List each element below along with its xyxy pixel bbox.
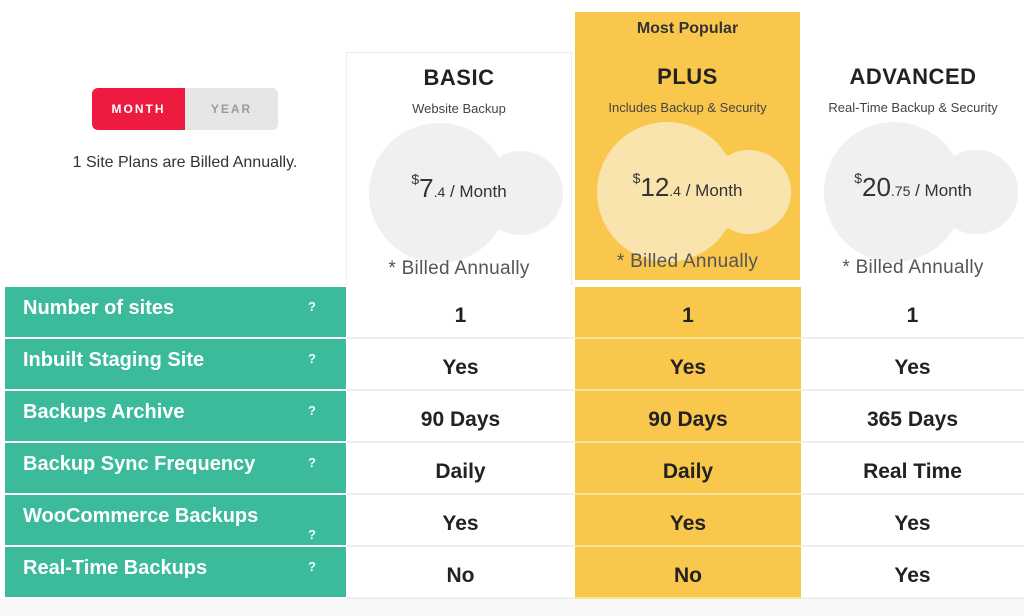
plan-header-plus: Most Popular PLUS Includes Backup & Secu… — [575, 12, 800, 280]
most-popular-badge: Most Popular — [636, 20, 739, 37]
page-bottom-strip — [0, 599, 1024, 616]
feature-label-cell: Backups Archive ? — [5, 391, 346, 443]
basic-value: Daily — [346, 443, 575, 495]
plan-price: $12.4 / Month — [575, 170, 800, 203]
month-toggle-button[interactable]: MONTH — [92, 88, 185, 130]
price-currency: $ — [854, 170, 862, 186]
advanced-value: Yes — [801, 547, 1024, 599]
plan-subtitle: Includes Backup & Security — [608, 100, 767, 115]
price-currency: $ — [632, 170, 641, 186]
table-row: Backup Sync Frequency ? Daily Daily Real… — [5, 443, 1024, 495]
price-currency: $ — [411, 171, 420, 187]
billed-note: * Billed Annually — [842, 257, 984, 278]
price-period: / Month — [680, 181, 743, 200]
plan-subtitle: Real-Time Backup & Security — [828, 100, 998, 115]
feature-comparison-table: Number of sites ? 1 1 1 Inbuilt Staging … — [5, 287, 1024, 599]
advanced-value: Yes — [801, 495, 1024, 547]
feature-label-cell: WooCommerce Backups ? — [5, 495, 346, 547]
billing-period-toggle[interactable]: MONTH YEAR — [92, 88, 278, 130]
price-period: / Month — [445, 182, 507, 201]
table-row: Backups Archive ? 90 Days 90 Days 365 Da… — [5, 391, 1024, 443]
feature-label: Backup Sync Frequency — [23, 453, 256, 475]
plus-value: 90 Days — [575, 391, 801, 443]
plus-value: 1 — [575, 287, 801, 339]
plus-value: Daily — [575, 443, 801, 495]
table-row: Inbuilt Staging Site ? Yes Yes Yes — [5, 339, 1024, 391]
table-row: Number of sites ? 1 1 1 — [5, 287, 1024, 339]
billed-note: * Billed Annually — [616, 251, 759, 272]
advanced-value: Real Time — [801, 443, 1024, 495]
basic-value: Yes — [346, 495, 575, 547]
billing-note: 1 Site Plans are Billed Annually. — [72, 154, 298, 171]
help-icon[interactable]: ? — [308, 403, 316, 418]
feature-label-cell: Inbuilt Staging Site ? — [5, 339, 346, 391]
table-row: Real-Time Backups ? No No Yes — [5, 547, 1024, 599]
price-circle-decoration-small — [479, 151, 563, 235]
plan-header-basic: BASIC Website Backup $7.4 / Month * Bill… — [346, 52, 572, 285]
help-icon[interactable]: ? — [308, 351, 316, 366]
feature-label: Real-Time Backups — [23, 557, 208, 579]
price-cents: .4 — [669, 183, 681, 199]
plan-name: ADVANCED — [849, 64, 977, 89]
price-circle-decoration-small — [707, 150, 791, 234]
year-toggle-button[interactable]: YEAR — [185, 88, 278, 130]
plus-value: Yes — [575, 339, 801, 391]
price-period: / Month — [910, 181, 972, 200]
advanced-value: 1 — [801, 287, 1024, 339]
basic-value: No — [346, 547, 575, 599]
plan-header-advanced: ADVANCED Real-Time Backup & Security $20… — [802, 52, 1024, 285]
plan-price: $20.75 / Month — [802, 170, 1024, 203]
plus-value: No — [575, 547, 801, 599]
plan-name: PLUS — [657, 64, 718, 89]
plan-name: BASIC — [423, 65, 495, 90]
price-whole: 12 — [640, 172, 670, 202]
feature-label-cell: Real-Time Backups ? — [5, 547, 346, 599]
feature-label-cell: Backup Sync Frequency ? — [5, 443, 346, 495]
price-cents: .75 — [890, 183, 911, 199]
feature-label: Inbuilt Staging Site — [23, 349, 205, 371]
feature-label: Number of sites — [23, 297, 175, 319]
help-icon[interactable]: ? — [308, 559, 316, 574]
table-row: WooCommerce Backups ? Yes Yes Yes — [5, 495, 1024, 547]
basic-value: Yes — [346, 339, 575, 391]
help-icon[interactable]: ? — [308, 527, 316, 542]
plan-subtitle: Website Backup — [412, 101, 506, 116]
price-circle-decoration-small — [934, 150, 1018, 234]
price-whole: 20 — [861, 172, 891, 202]
plus-value: Yes — [575, 495, 801, 547]
feature-label-cell: Number of sites ? — [5, 287, 346, 339]
basic-value: 1 — [346, 287, 575, 339]
price-whole: 7 — [419, 173, 434, 203]
advanced-value: 365 Days — [801, 391, 1024, 443]
help-icon[interactable]: ? — [308, 455, 316, 470]
feature-label: WooCommerce Backups — [23, 505, 259, 527]
advanced-value: Yes — [801, 339, 1024, 391]
price-cents: .4 — [433, 184, 446, 200]
plan-price: $7.4 / Month — [347, 171, 571, 204]
billed-note: * Billed Annually — [388, 258, 530, 279]
feature-label: Backups Archive — [23, 401, 185, 423]
help-icon[interactable]: ? — [308, 299, 316, 314]
basic-value: 90 Days — [346, 391, 575, 443]
